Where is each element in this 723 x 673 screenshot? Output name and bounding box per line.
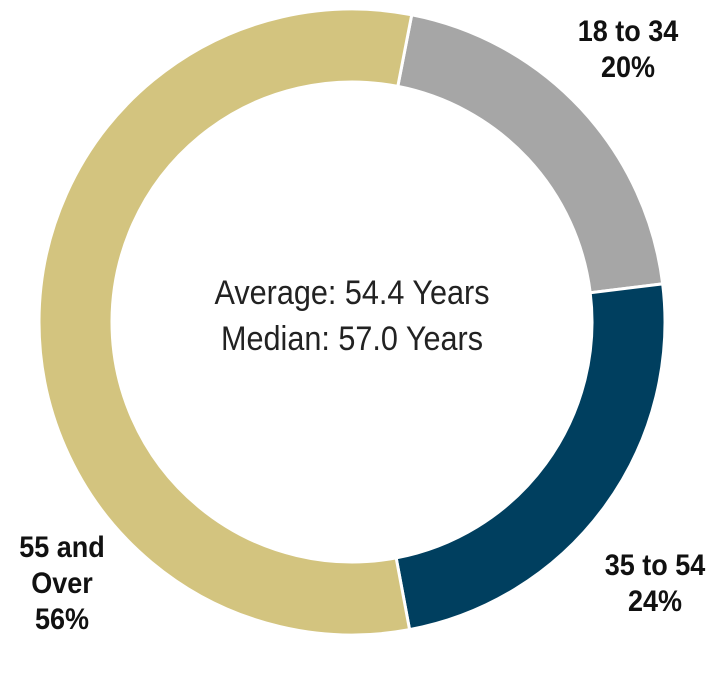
average-annotation: Average: 54.4 Years — [214, 274, 490, 312]
value-label: 24% — [627, 585, 683, 618]
donut-segment — [37, 7, 414, 637]
category-name: 55 and Over — [19, 531, 105, 600]
category-name: 18 to 34 — [577, 15, 679, 48]
value-label: 20% — [600, 51, 656, 84]
category-name: 35 to 54 — [604, 549, 706, 582]
segment-label: 18 to 34 20% — [556, 14, 700, 86]
value-label: 56% — [34, 603, 90, 636]
median-annotation: Median: 57.0 Years — [220, 320, 483, 358]
segment-label: 35 to 54 24% — [583, 548, 723, 620]
segment-label: 55 and Over 56% — [13, 530, 112, 638]
